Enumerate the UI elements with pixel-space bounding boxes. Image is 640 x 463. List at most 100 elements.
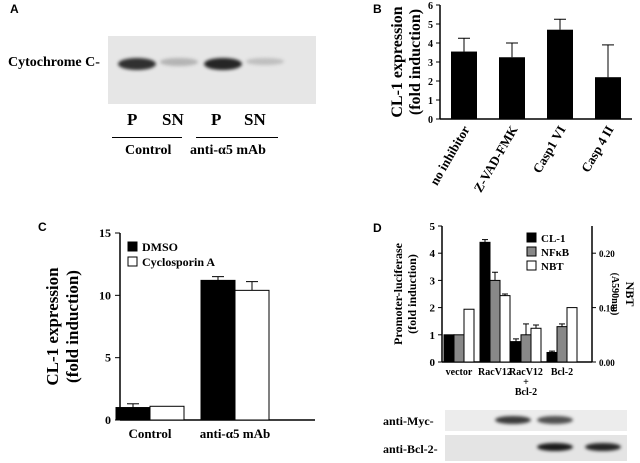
blot-band xyxy=(453,443,489,451)
panel-label-a: A xyxy=(10,2,19,16)
bar xyxy=(566,307,578,363)
bar xyxy=(499,57,525,119)
x-tick-label: Z-VAD-FMK xyxy=(471,122,522,194)
legend-swatch xyxy=(526,260,537,271)
y-tick-label: 1 xyxy=(430,330,436,342)
legend-label: CL-1 xyxy=(541,233,565,245)
x-tick-label: Bcl-2 xyxy=(551,367,573,378)
lane-label: SN xyxy=(162,110,184,129)
band-label-cytochrome-c: Cytochrome C- xyxy=(8,55,100,70)
blot-band xyxy=(246,58,284,66)
panel-label-c: C xyxy=(38,220,47,234)
x-tick-label: Control xyxy=(128,426,171,441)
bar xyxy=(499,295,511,363)
y2-tick-label: 0.20 xyxy=(599,249,615,259)
panel-label-b: B xyxy=(373,2,382,16)
x-tick-label: anti-α5 mAb xyxy=(200,426,270,441)
x-tick-label: vector xyxy=(446,367,473,378)
y2-tick-label: 0.00 xyxy=(599,358,615,368)
group-label-anti-a5: anti-α5 mAb xyxy=(190,143,266,158)
bar xyxy=(149,405,185,421)
lane-label: P xyxy=(127,110,138,129)
legend-label: NFκB xyxy=(541,247,570,259)
legend-swatch xyxy=(526,232,537,243)
y-tick-label: 6 xyxy=(428,1,433,12)
legend-label: NBT xyxy=(541,261,564,273)
panel-label-d: D xyxy=(373,221,382,235)
y-axis-label: (fold induction) xyxy=(405,254,419,334)
x-tick-label: RacV12 xyxy=(478,367,512,378)
legend-label: DMSO xyxy=(142,240,178,254)
chart-c: 0 5 10 15 Control anti-α5 mAb DMSOCyclosporin … xyxy=(43,226,315,441)
bar xyxy=(115,407,151,421)
y-axis-label: Promoter-luciferase xyxy=(391,242,405,345)
y-tick-label: 2 xyxy=(428,77,433,88)
lane-label: P xyxy=(211,110,222,129)
western-blot-bcl2 xyxy=(445,435,627,461)
legend-swatch xyxy=(127,241,138,252)
blot-band xyxy=(453,416,489,424)
y-tick-label: 5 xyxy=(428,20,433,31)
y-axis-label: CL-1 expression xyxy=(389,6,406,117)
blot-band xyxy=(204,58,242,71)
y-tick-label: 10 xyxy=(99,288,111,302)
bar xyxy=(200,279,236,421)
y-tick-label: 0 xyxy=(428,115,433,126)
y-axis-label: (fold induction) xyxy=(407,9,424,115)
y-tick-label: 5 xyxy=(430,221,436,233)
bar xyxy=(453,334,465,363)
x-tick-sublabel: + xyxy=(523,377,529,388)
blot-label-myc: anti-Myc- xyxy=(383,414,434,428)
y2-tick-label: 0.10 xyxy=(599,304,615,314)
y-tick-label: 2 xyxy=(430,303,436,315)
blot-band xyxy=(160,58,198,66)
y-tick-label: 5 xyxy=(105,351,111,365)
y-axis-label: CL-1 expression xyxy=(43,267,62,386)
western-blot-a xyxy=(108,36,316,104)
bar xyxy=(234,289,270,421)
legend-label: Cyclosporin A xyxy=(142,255,215,269)
y-tick-label: 0 xyxy=(105,413,111,427)
y-axis-label: (fold induction) xyxy=(63,270,82,383)
x-tick-label: no inhibitor xyxy=(427,123,473,188)
y2-axis-label: (A590nm) xyxy=(609,273,620,316)
group-label-control: Control xyxy=(125,143,172,158)
bar xyxy=(595,77,621,119)
blot-band xyxy=(118,58,156,71)
y-tick-label: 4 xyxy=(430,248,436,260)
blot-label-bcl2: anti-Bcl-2- xyxy=(383,442,438,456)
bar xyxy=(530,327,542,363)
x-tick-label: Casp 4 II xyxy=(578,123,617,175)
blot-band xyxy=(585,416,621,424)
western-blot-myc xyxy=(445,410,627,431)
blot-band xyxy=(495,443,531,451)
bar xyxy=(463,308,475,363)
bar xyxy=(547,29,573,120)
y-tick-label: 4 xyxy=(428,39,433,50)
legend-swatch xyxy=(127,256,138,267)
bar xyxy=(510,341,522,363)
y-tick-label: 3 xyxy=(428,58,433,69)
lane-label: SN xyxy=(244,110,266,129)
y2-axis-label: NBT xyxy=(623,282,637,307)
y-tick-label: 0 xyxy=(430,357,436,369)
bar xyxy=(443,334,455,363)
y-tick-label: 1 xyxy=(428,96,433,107)
blot-band xyxy=(537,443,573,451)
x-tick-label: Casp1 VI xyxy=(530,123,569,176)
x-tick-label: RacV12 xyxy=(509,367,543,378)
bar xyxy=(556,326,568,363)
bar xyxy=(546,351,558,363)
group-underline xyxy=(196,137,278,138)
group-underline xyxy=(112,137,182,138)
legend-swatch xyxy=(526,246,537,257)
bar xyxy=(479,241,491,363)
y-tick-label: 15 xyxy=(99,226,111,240)
y-tick-label: 3 xyxy=(430,275,436,287)
blot-band xyxy=(537,416,573,424)
blot-band xyxy=(495,416,531,424)
bar xyxy=(520,334,532,363)
blot-band xyxy=(585,443,621,451)
